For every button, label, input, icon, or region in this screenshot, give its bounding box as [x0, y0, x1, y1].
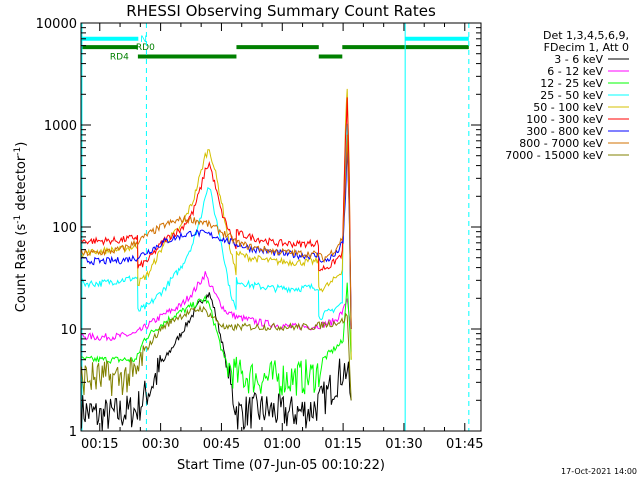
legend: Det 1,3,4,5,6,9, FDecim 1, Att 0 3 - 6 k…	[505, 29, 629, 162]
x-tick-label: 00:15	[81, 437, 118, 452]
legend-header-2: FDecim 1, Att 0	[544, 41, 629, 54]
series-line	[81, 292, 352, 431]
legend-entry-label: 100 - 300 keV	[526, 113, 603, 126]
y-axis-label-rest: detector	[14, 155, 29, 215]
y-tick-label: 100	[52, 221, 77, 236]
legend-entry-label: 50 - 100 keV	[533, 101, 603, 114]
x-tick-label: 01:30	[385, 437, 422, 452]
x-axis: 00:15 00:30 00:45 01:00 01:15 01:30 01:45	[81, 23, 484, 452]
y-tick-label: 1	[69, 425, 77, 440]
x-tick-label: 01:00	[264, 437, 301, 452]
y-tick-label: 10	[60, 323, 77, 338]
legend-header-1: Det 1,3,4,5,6,9,	[543, 29, 629, 42]
series-line	[81, 97, 352, 330]
orbit-markers	[81, 23, 470, 431]
series-lines	[81, 88, 352, 431]
x-tick-label: 01:45	[446, 437, 483, 452]
y-axis-label: Count Rate (s-1 detector-1)	[13, 142, 29, 313]
y-axis: 1 10 100 1000 10000	[36, 17, 481, 440]
y-axis-label-main: Count Rate (s	[14, 224, 29, 313]
series-line	[81, 282, 352, 396]
y-tick-label: 10000	[36, 17, 77, 32]
rd0-flag-label: RD0	[136, 43, 155, 53]
series-line	[81, 271, 352, 342]
x-tick-label: 01:15	[324, 437, 361, 452]
legend-entry-label: 25 - 50 keV	[540, 89, 603, 102]
y-axis-label-sup2: -1	[13, 147, 23, 156]
timestamp: 17-Oct-2021 14:00	[561, 467, 637, 476]
x-tick-label: 00:45	[203, 437, 240, 452]
legend-entry-label: 800 - 7000 keV	[519, 137, 603, 150]
x-axis-label: Start Time (07-Jun-05 00:10:22)	[177, 458, 385, 473]
legend-entry-label: 3 - 6 keV	[554, 53, 603, 66]
y-axis-label-close: )	[14, 142, 29, 147]
chart-title: RHESSI Observing Summary Count Rates	[126, 2, 436, 20]
plot-frame	[80, 22, 482, 432]
series-line	[81, 304, 352, 401]
y-tick-label: 1000	[44, 119, 77, 134]
rd4-flag-label: RD4	[110, 52, 129, 62]
y-axis-label-sup1: -1	[13, 215, 23, 224]
series-line	[81, 134, 352, 330]
legend-entry-label: 300 - 800 keV	[526, 125, 603, 138]
legend-entry-label: 7000 - 15000 keV	[505, 149, 603, 162]
legend-entry-label: 6 - 12 keV	[547, 65, 603, 78]
legend-entry-label: 12 - 25 keV	[540, 77, 603, 90]
night-flag-label: N	[140, 35, 147, 45]
x-tick-label: 00:30	[142, 437, 179, 452]
